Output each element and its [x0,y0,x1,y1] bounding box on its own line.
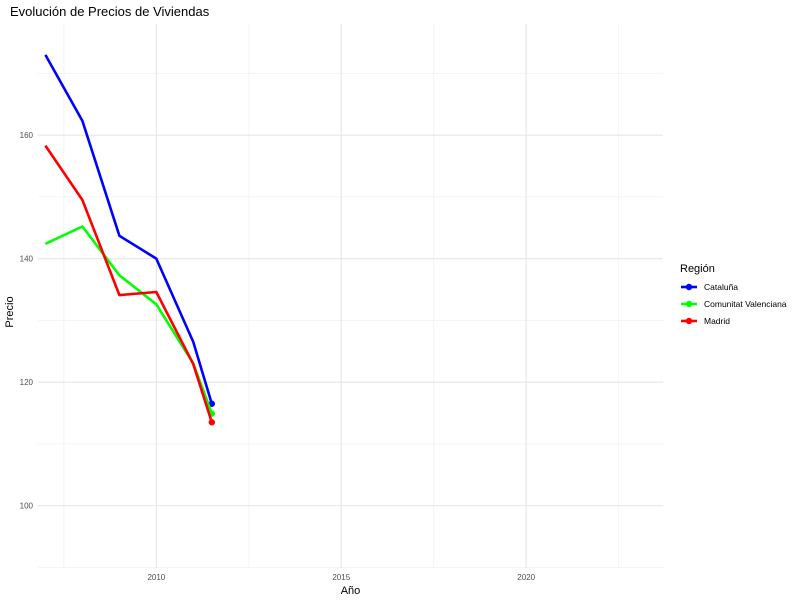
series-end-point [208,419,216,426]
series-layer [44,54,216,426]
series-line-madrid [44,144,214,423]
legend: Región Cataluña Comunitat Valenciana Madri… [680,263,787,326]
x-tick-label: 2015 [332,573,350,582]
x-tick-label: 2010 [147,573,165,582]
grid-lines [38,24,663,568]
series-line-cataluña [44,54,214,405]
x-tick-label: 2020 [517,573,535,582]
legend-key-point [685,317,693,325]
y-axis-ticks: 100 120 140 160 [20,131,34,510]
legend-item: Madrid [681,316,730,326]
y-tick-label: 160 [20,131,34,140]
x-axis-title: Año [341,585,361,597]
legend-key-point [685,300,693,308]
legend-label: Comunitat Valenciana [704,299,787,309]
legend-key-point [685,283,693,291]
legend-item: Cataluña [681,282,738,292]
x-axis-ticks: 2010 2015 2020 [147,573,535,582]
y-axis-title: Precio [4,296,16,327]
legend-item: Comunitat Valenciana [681,299,787,309]
y-tick-label: 100 [20,502,34,511]
chart-title: Evolución de Precios de Viviendas [10,4,210,19]
legend-title: Región [680,263,715,275]
legend-items: Cataluña Comunitat Valenciana Madrid [681,282,787,326]
legend-label: Madrid [704,316,730,326]
series-end-point [208,400,216,407]
legend-label: Cataluña [704,282,738,292]
y-tick-label: 140 [20,255,34,264]
y-tick-label: 120 [20,378,34,387]
